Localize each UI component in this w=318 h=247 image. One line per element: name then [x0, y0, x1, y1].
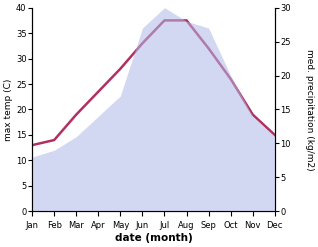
Y-axis label: max temp (C): max temp (C): [4, 78, 13, 141]
X-axis label: date (month): date (month): [114, 233, 192, 243]
Y-axis label: med. precipitation (kg/m2): med. precipitation (kg/m2): [305, 49, 314, 170]
